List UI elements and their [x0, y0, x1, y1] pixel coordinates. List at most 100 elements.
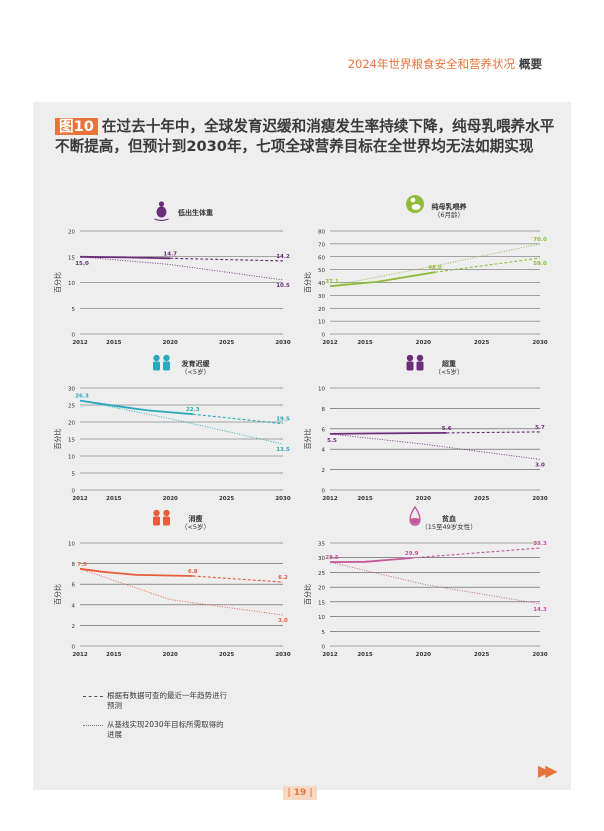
y-axis-label: 百分比 [53, 584, 62, 605]
x-tick-label: 2015 [106, 652, 121, 658]
x-tick-label: 2020 [163, 340, 178, 346]
series-dotted-line [329, 433, 541, 460]
y-tick-label: 10 [68, 455, 75, 461]
x-tick-label: 2012 [322, 496, 337, 502]
series-dashed-line [411, 547, 541, 559]
data-label: 5.6 [442, 426, 452, 432]
series-dotted-line [329, 561, 541, 605]
y-tick-label: 8 [72, 562, 76, 568]
y-tick-label: 20 [68, 230, 75, 236]
data-label: 6.8 [188, 569, 198, 575]
x-tick-label: 2015 [357, 652, 372, 658]
x-tick-label: 2015 [106, 340, 121, 346]
x-tick-label: 2015 [357, 496, 372, 502]
series-solid-line [79, 255, 171, 260]
y-axis-label: 百分比 [303, 584, 312, 605]
report-header: 2024年世界粮食安全和营养状况 概要 [348, 56, 542, 72]
y-tick-label: 25 [68, 404, 75, 410]
y-tick-label: 0 [322, 333, 326, 339]
blood-drop-icon [409, 505, 421, 526]
y-tick-label: 6 [322, 427, 326, 433]
y-tick-label: 5 [72, 472, 76, 478]
y-tick-label: 80 [318, 230, 325, 236]
x-tick-label: 2012 [322, 340, 337, 346]
chart-title: 纯母乳喂养 [432, 202, 467, 211]
series-solid-line [79, 399, 193, 416]
y-tick-label: 0 [72, 489, 76, 495]
newborn-icon [154, 201, 169, 222]
x-tick-label: 2025 [474, 652, 489, 658]
x-tick-label: 2025 [474, 340, 489, 346]
series-dashed-line [446, 431, 541, 434]
x-tick-label: 2030 [532, 496, 547, 502]
figure-panel [33, 102, 571, 790]
y-tick-label: 2 [322, 468, 326, 474]
y-axis-label: 百分比 [303, 429, 312, 450]
x-tick-label: 2012 [72, 652, 87, 658]
figure-title: 图10 在过去十年中，全球发育迟缓和消瘦发生率持续下降，纯母乳喂养水平不断提高，但… [55, 117, 555, 157]
y-tick-label: 25 [318, 571, 325, 577]
data-label: 5.5 [327, 438, 337, 444]
y-tick-label: 30 [68, 387, 75, 393]
chart-subtitle: （15至49岁女性） [421, 522, 477, 531]
chart-subtitle: （<5岁） [181, 522, 210, 531]
next-page-arrows-icon[interactable]: ▶▶ [538, 761, 557, 780]
data-label: 22.3 [186, 407, 200, 413]
data-label: 29.9 [405, 551, 419, 557]
legend-target-label: 从基线实现2030年目标所需取得的进展 [107, 720, 224, 739]
chart-subtitle: （6月龄） [434, 210, 464, 219]
chart-subtitle: （<5岁） [434, 367, 463, 376]
chart-title: 超重 [442, 359, 456, 368]
x-tick-label: 2015 [357, 340, 372, 346]
y-tick-label: 15 [318, 600, 325, 606]
figure-title-text: 在过去十年中，全球发育迟缓和消瘦发生率持续下降，纯母乳喂养水平不断提高，但预计到… [55, 118, 555, 155]
x-tick-label: 2030 [275, 496, 290, 502]
chart-title: 贫血 [442, 514, 456, 523]
dashed-line-swatch [83, 696, 103, 697]
x-tick-label: 2025 [219, 340, 234, 346]
y-tick-label: 10 [318, 615, 325, 621]
data-label: 13.5 [276, 447, 290, 453]
chart-subtitle: （<5岁） [181, 367, 210, 376]
data-label: 59.0 [533, 261, 547, 267]
y-tick-label: 70 [318, 242, 325, 248]
y-tick-label: 30 [318, 294, 325, 300]
data-label: 14.2 [276, 254, 290, 260]
x-tick-label: 2030 [532, 652, 547, 658]
y-tick-label: 0 [72, 645, 76, 651]
y-tick-label: 5 [72, 307, 76, 313]
data-label: 33.3 [533, 541, 547, 547]
x-tick-label: 2012 [72, 340, 87, 346]
x-tick-label: 2020 [416, 340, 431, 346]
series-solid-line [329, 432, 447, 435]
legend-target: 从基线实现2030年目标所需取得的进展 [83, 720, 227, 740]
chart-1: 0 5 10 15 20 2012 2015 2020 2025 2030 百分比 低出生体重 15.0… [53, 201, 291, 346]
series-dashed-line [192, 413, 284, 425]
dotted-line-swatch [83, 725, 103, 726]
data-label: 28.5 [325, 555, 339, 561]
chart-title: 低出生体重 [177, 208, 213, 217]
y-tick-label: 20 [68, 421, 75, 427]
y-tick-label: 10 [68, 281, 75, 287]
y-tick-label: 20 [318, 586, 325, 592]
y-tick-label: 10 [318, 387, 325, 393]
series-solid-line [79, 567, 193, 577]
data-label: 19.5 [276, 417, 290, 423]
y-tick-label: 40 [318, 281, 325, 287]
series-dashed-line [434, 257, 541, 273]
x-tick-label: 2025 [219, 496, 234, 502]
series-solid-line [329, 557, 412, 563]
y-axis-label: 百分比 [303, 272, 312, 293]
series-solid-line [329, 271, 436, 288]
y-tick-label: 4 [322, 448, 326, 454]
data-label: 15.0 [75, 261, 89, 267]
chart-title: 消瘦 [189, 514, 203, 523]
breastfeeding-icon [406, 195, 424, 213]
y-tick-label: 50 [318, 268, 325, 274]
series-dotted-line [329, 243, 541, 287]
data-label: 10.5 [276, 283, 290, 289]
y-tick-label: 4 [72, 603, 76, 609]
